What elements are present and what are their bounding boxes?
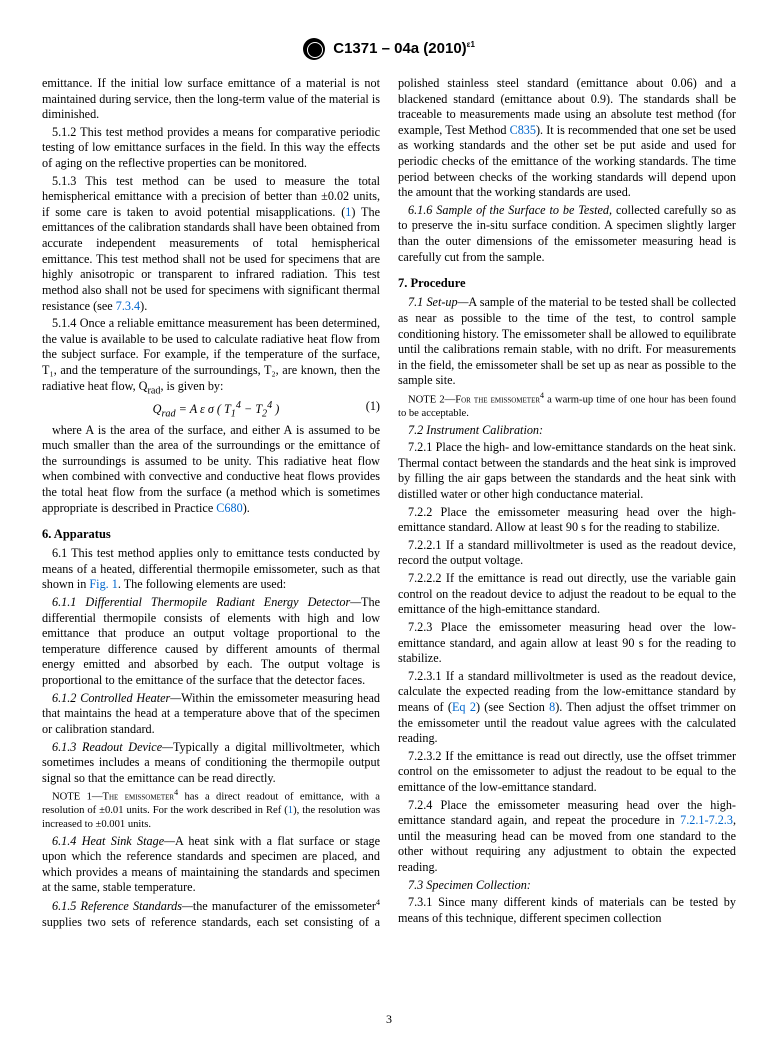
p-7.2.2.2: 7.2.2.2 If the emittance is read out dir… [398, 571, 736, 618]
p-7.2: 7.2 Instrument Calibration: [398, 423, 736, 439]
p-6.1: 6.1 This test method applies only to emi… [42, 546, 380, 593]
p-7.3.1: 7.3.1 Since many different kinds of mate… [398, 895, 736, 926]
equation-1: Qrad = A ε σ ( T14 − T24 )(1) [42, 399, 380, 421]
p-where: where A is the area of the surface, and … [42, 423, 380, 517]
ref-c680-link[interactable]: C680 [216, 501, 242, 515]
ref-7.3.4-link[interactable]: 7.3.4 [116, 299, 140, 313]
p-6.1.2: 6.1.2 Controlled Heater—Within the emiss… [42, 691, 380, 738]
p-6.1.1: 6.1.1 Differential Thermopile Radiant En… [42, 595, 380, 689]
p-7.2.2.1: 7.2.2.1 If a standard millivoltmeter is … [398, 538, 736, 569]
p-7.2.2: 7.2.2 Place the emissometer measuring he… [398, 505, 736, 536]
p-6.1.4: 6.1.4 Heat Sink Stage—A heat sink with a… [42, 834, 380, 896]
ref-c835-link[interactable]: C835 [510, 123, 536, 137]
fig-1-link[interactable]: Fig. 1 [89, 577, 117, 591]
p-7.2.4: 7.2.4 Place the emissometer measuring he… [398, 798, 736, 876]
body-columns: emittance. If the initial low surface em… [42, 76, 736, 930]
p-6.1.6: 6.1.6 Sample of the Surface to be Tested… [398, 203, 736, 265]
doc-id-sup: ε1 [467, 40, 475, 49]
ref-7.2.1-7.2.3-link[interactable]: 7.2.1-7.2.3 [680, 813, 733, 827]
p-7.2.3.2: 7.2.3.2 If the emittance is read out dir… [398, 749, 736, 796]
doc-id: C1371 – 04a (2010) [333, 40, 466, 57]
p-7.2.3.1: 7.2.3.1 If a standard millivoltmeter is … [398, 669, 736, 747]
p-7.3: 7.3 Specimen Collection: [398, 878, 736, 894]
page-number: 3 [0, 1012, 778, 1027]
astm-logo [303, 38, 325, 60]
p-7.2.3: 7.2.3 Place the emissometer measuring he… [398, 620, 736, 667]
note-1: NOTE 1—The emissometer4 has a direct rea… [42, 788, 380, 831]
p-5.1.3: 5.1.3 This test method can be used to me… [42, 174, 380, 314]
heading-7: 7. Procedure [398, 275, 736, 291]
page: C1371 – 04a (2010)ε1 emittance. If the i… [0, 0, 778, 1041]
p-5.1.4: 5.1.4 Once a reliable emittance measurem… [42, 316, 380, 397]
eq2-link[interactable]: Eq 2 [452, 700, 476, 714]
p-7.1: 7.1 Set-up—A sample of the material to b… [398, 295, 736, 389]
header: C1371 – 04a (2010)ε1 [42, 38, 736, 60]
note-2: NOTE 2—For the emissometer4 a warm-up ti… [398, 391, 736, 421]
p-6.1.3: 6.1.3 Readout Device—Typically a digital… [42, 740, 380, 787]
p-5.1.2: 5.1.2 This test method provides a means … [42, 125, 380, 172]
heading-6: 6. Apparatus [42, 526, 380, 542]
p-5.1.1-cont: emittance. If the initial low surface em… [42, 76, 380, 123]
p-7.2.1: 7.2.1 Place the high- and low-emittance … [398, 440, 736, 502]
